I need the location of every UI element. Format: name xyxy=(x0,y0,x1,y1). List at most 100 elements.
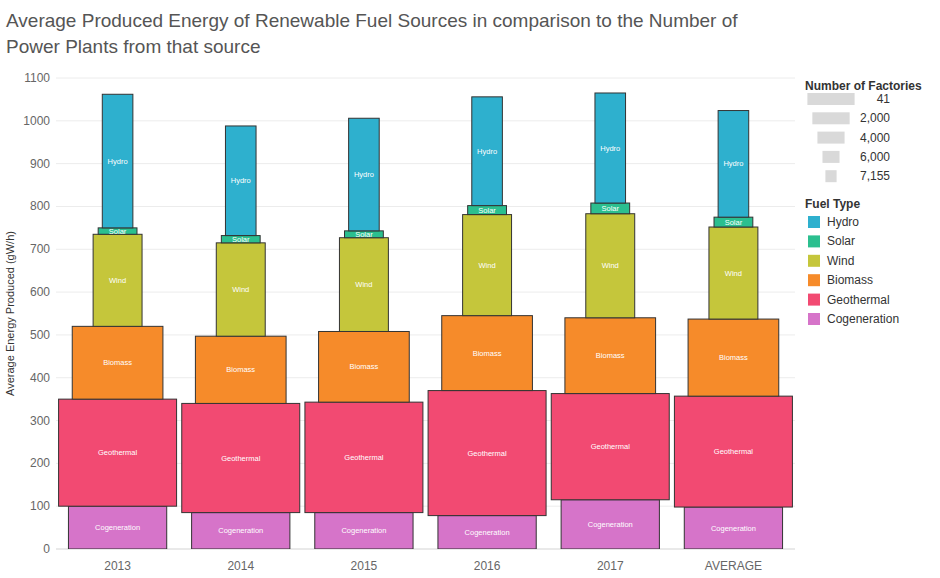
bar-segment xyxy=(438,516,536,549)
bar-segment xyxy=(225,126,256,236)
segment-label: Geothermal xyxy=(591,442,631,451)
legend-swatch xyxy=(808,255,820,267)
y-tick-label: 500 xyxy=(30,328,50,342)
segment-label: Hydro xyxy=(600,144,620,153)
x-tick-label: 2016 xyxy=(474,559,501,573)
size-legend-label: 41 xyxy=(877,92,891,106)
bar-segment xyxy=(216,243,265,336)
segment-label: Biomass xyxy=(350,362,379,371)
legend-label: Hydro xyxy=(827,215,859,229)
size-legend-swatch xyxy=(825,170,836,182)
bar-segment xyxy=(102,94,133,228)
segment-label: Hydro xyxy=(354,170,374,179)
legend-swatch xyxy=(808,235,820,247)
bar-segment xyxy=(72,326,163,399)
grid-line xyxy=(56,292,795,293)
title-line: Average Produced Energy of Renewable Fue… xyxy=(6,10,738,31)
y-tick-label: 100 xyxy=(30,499,50,513)
y-tick-label: 1100 xyxy=(24,71,50,85)
segment-label: Wind xyxy=(479,261,496,270)
segment-label: Geothermal xyxy=(98,448,138,457)
bar-segment xyxy=(221,236,260,243)
size-legend-label: 6,000 xyxy=(860,150,890,164)
grid-line xyxy=(56,120,795,121)
bar-segment xyxy=(565,318,656,394)
y-tick-label: 400 xyxy=(30,371,50,385)
grid-line xyxy=(56,206,795,207)
bar-segment xyxy=(59,399,177,506)
bar-segment xyxy=(195,336,286,403)
legend-swatch xyxy=(808,294,820,306)
bar-segment xyxy=(349,118,380,231)
y-tick-label: 300 xyxy=(30,414,50,428)
bar-segment xyxy=(339,238,388,332)
segment-label: Solar xyxy=(355,230,373,239)
segment-label: Geothermal xyxy=(714,447,754,456)
segment-label: Wind xyxy=(602,261,619,270)
size-legend-title: Number of Factories xyxy=(805,79,922,93)
x-tick-label: 2013 xyxy=(104,559,131,573)
segment-label: Wind xyxy=(355,280,372,289)
bar-segment xyxy=(192,513,290,549)
bar-segment xyxy=(561,500,659,549)
segment-label: Cogeneration xyxy=(588,520,633,529)
legend-label: Cogeneration xyxy=(827,312,899,326)
y-tick-label: 900 xyxy=(30,157,50,171)
bar-segment xyxy=(428,391,546,516)
grid-line xyxy=(56,163,795,164)
bar-segment xyxy=(468,206,507,215)
size-legend-swatch xyxy=(807,93,854,105)
legend-swatch xyxy=(808,274,820,286)
segment-label: Hydro xyxy=(231,176,251,185)
segment-label: Solar xyxy=(725,218,743,227)
segment-label: Wind xyxy=(725,269,742,278)
bar-segment xyxy=(463,215,512,316)
segment-label: Geothermal xyxy=(344,453,384,462)
title: Average Produced Energy of Renewable Fue… xyxy=(6,10,738,57)
segment-labels: Cogeneration Geothermal Biomass Wind Solar Hy… xyxy=(95,144,756,537)
y-tick-label: 200 xyxy=(30,456,50,470)
y-tick-label: 700 xyxy=(30,242,50,256)
grid-line xyxy=(56,377,795,378)
size-legend-swatch xyxy=(812,112,849,124)
segment-label: Biomass xyxy=(103,358,132,367)
size-legend-swatch xyxy=(817,132,844,144)
segment-label: Solar xyxy=(109,227,127,236)
segment-label: Hydro xyxy=(108,157,128,166)
x-tick-label: 2015 xyxy=(351,559,378,573)
bar-segment xyxy=(315,513,413,549)
segment-label: Biomass xyxy=(719,353,748,362)
bar-segment xyxy=(718,111,749,218)
segment-label: Wind xyxy=(232,285,249,294)
size-legend-label: 7,155 xyxy=(860,169,890,183)
segment-label: Cogeneration xyxy=(95,523,140,532)
segment-label: Biomass xyxy=(473,349,502,358)
bar-segment xyxy=(68,506,166,549)
segment-label: Geothermal xyxy=(221,454,261,463)
legend-label: Wind xyxy=(827,254,854,268)
segment-label: Solar xyxy=(478,206,496,215)
grid-line xyxy=(56,78,795,79)
bar-segment xyxy=(674,396,792,507)
bar-segment xyxy=(93,234,142,326)
bar-segment xyxy=(319,331,410,402)
segment-label: Cogeneration xyxy=(218,526,263,535)
size-legend-label: 2,000 xyxy=(860,111,890,125)
legend-title: Fuel Type xyxy=(805,197,860,211)
segment-label: Wind xyxy=(109,276,126,285)
segment-label: Cogeneration xyxy=(341,526,386,535)
segment-label: Biomass xyxy=(596,351,625,360)
y-tick-label: 0 xyxy=(43,542,50,556)
x-tick-label: 2017 xyxy=(597,559,624,573)
bar-segment xyxy=(688,319,779,396)
segment-label: Geothermal xyxy=(467,449,507,458)
legend-label: Biomass xyxy=(827,273,873,287)
x-tick-label: 2014 xyxy=(227,559,254,573)
bar-segment xyxy=(442,316,533,391)
x-tick-label: AVERAGE xyxy=(705,559,762,573)
segment-label: Solar xyxy=(232,235,250,244)
segment-label: Cogeneration xyxy=(711,524,756,533)
bar-segment xyxy=(714,217,753,227)
bar-segment xyxy=(472,97,503,206)
bar-segment xyxy=(684,507,782,549)
